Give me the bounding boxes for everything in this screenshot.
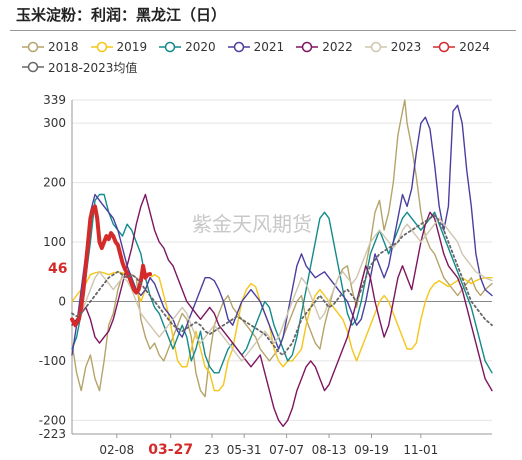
series-line-2024: [70, 204, 152, 328]
series-line-2019: [71, 271, 493, 392]
legend-item-2024[interactable]: 2024: [433, 40, 490, 54]
series-line-2022: [71, 193, 493, 427]
legend-label: 2020: [185, 40, 216, 54]
legend-item-2023[interactable]: 2023: [364, 40, 422, 54]
series-line-2020: [71, 193, 493, 374]
x-tick-label: 02-08: [99, 443, 134, 457]
legend-item-2019[interactable]: 2019: [90, 40, 148, 54]
y-tick-label: 0: [58, 294, 66, 308]
legend-marker-icon: [433, 41, 456, 53]
legend-label: 2024: [459, 40, 490, 54]
legend-marker-icon: [90, 41, 113, 53]
y-tick-label: -223: [39, 427, 66, 441]
y-tick-label: -200: [39, 413, 66, 427]
x-tick-label: 03-27: [148, 442, 193, 458]
y-tick-label: 300: [43, 116, 66, 130]
legend-item-2021[interactable]: 2021: [227, 40, 285, 54]
chart-title: 玉米淀粉：利润：黑龙江（日）: [16, 6, 227, 24]
legend-marker-icon: [227, 41, 250, 53]
legend-marker-icon: [296, 41, 319, 53]
legend-label: 2022: [322, 40, 353, 54]
y-tick-label: 339: [43, 93, 66, 107]
series-line-2018-2023均值: [71, 214, 493, 356]
legend-label: 2018-2023均值: [48, 60, 138, 75]
title-divider: [10, 30, 516, 31]
legend-item-2020[interactable]: 2020: [159, 40, 216, 54]
x-tick-label: 05-31: [227, 443, 262, 457]
legend-label: 2018: [48, 40, 79, 54]
legend-marker-icon: [159, 41, 182, 53]
legend-item-2018[interactable]: 2018: [22, 40, 79, 54]
series-line-2018: [71, 99, 493, 398]
legend-item-2022[interactable]: 2022: [296, 40, 353, 54]
legend-marker-icon: [364, 41, 387, 53]
x-tick-label: 09-19: [354, 443, 389, 457]
series-line-2023: [71, 217, 493, 362]
x-tick-label: 23: [204, 443, 219, 457]
legend-marker-icon: [22, 61, 44, 73]
series-line-2021: [71, 104, 493, 356]
legend-label: 2023: [390, 40, 422, 54]
legend-label: 2019: [116, 40, 148, 54]
x-tick-label: 08-13: [312, 443, 347, 457]
chart-legend: 2018 2019 2020 2021 2022 2023 2024 2018-2023均值: [22, 40, 512, 80]
legend-item-2018-2023均值[interactable]: 2018-2023均值: [22, 60, 138, 75]
latest-value-callout: 46: [48, 261, 68, 277]
y-tick-label: 100: [43, 235, 66, 249]
legend-marker-icon: [22, 41, 44, 53]
x-tick-label: 07-07: [269, 443, 304, 457]
y-tick-label: 200: [43, 176, 66, 190]
y-tick-label: -100: [39, 354, 66, 368]
x-tick-label: 11-01: [403, 443, 438, 457]
legend-label: 2021: [253, 40, 285, 54]
